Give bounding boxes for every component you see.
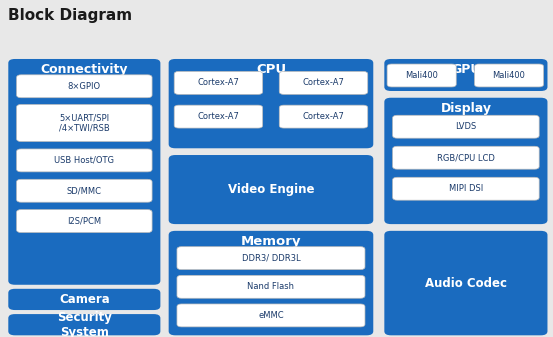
Text: Cortex-A7: Cortex-A7 bbox=[302, 112, 345, 121]
Text: Mali400: Mali400 bbox=[405, 71, 438, 80]
Text: I2S/PCM: I2S/PCM bbox=[67, 217, 101, 225]
FancyBboxPatch shape bbox=[393, 146, 539, 169]
FancyBboxPatch shape bbox=[177, 304, 365, 327]
FancyBboxPatch shape bbox=[384, 231, 547, 335]
FancyBboxPatch shape bbox=[174, 71, 263, 94]
FancyBboxPatch shape bbox=[169, 231, 373, 335]
FancyBboxPatch shape bbox=[17, 75, 152, 98]
Text: Video Engine: Video Engine bbox=[228, 183, 314, 196]
Text: GPU: GPU bbox=[451, 63, 481, 76]
Text: Nand Flash: Nand Flash bbox=[248, 282, 294, 291]
FancyBboxPatch shape bbox=[17, 179, 152, 202]
FancyBboxPatch shape bbox=[387, 64, 456, 87]
Text: SD/MMC: SD/MMC bbox=[67, 186, 102, 195]
Text: RGB/CPU LCD: RGB/CPU LCD bbox=[437, 153, 495, 162]
Text: Display: Display bbox=[440, 102, 492, 115]
Text: Cortex-A7: Cortex-A7 bbox=[302, 79, 345, 87]
Text: Memory: Memory bbox=[241, 235, 301, 248]
Text: Cortex-A7: Cortex-A7 bbox=[197, 79, 239, 87]
Text: Cortex-A7: Cortex-A7 bbox=[197, 112, 239, 121]
Text: Connectivity: Connectivity bbox=[40, 63, 128, 76]
FancyBboxPatch shape bbox=[17, 210, 152, 233]
FancyBboxPatch shape bbox=[279, 71, 368, 94]
FancyBboxPatch shape bbox=[17, 149, 152, 172]
FancyBboxPatch shape bbox=[8, 289, 160, 310]
Text: eMMC: eMMC bbox=[258, 311, 284, 320]
Text: Block Diagram: Block Diagram bbox=[8, 8, 132, 24]
FancyBboxPatch shape bbox=[384, 59, 547, 91]
Text: LVDS: LVDS bbox=[455, 122, 477, 131]
FancyBboxPatch shape bbox=[169, 59, 373, 148]
FancyBboxPatch shape bbox=[17, 104, 152, 142]
FancyBboxPatch shape bbox=[384, 98, 547, 224]
FancyBboxPatch shape bbox=[474, 64, 544, 87]
Text: 5×UART/SPI
/4×TWI/RSB: 5×UART/SPI /4×TWI/RSB bbox=[59, 113, 109, 133]
FancyBboxPatch shape bbox=[177, 247, 365, 270]
FancyBboxPatch shape bbox=[177, 275, 365, 298]
FancyBboxPatch shape bbox=[8, 314, 160, 335]
FancyBboxPatch shape bbox=[393, 177, 539, 200]
Text: USB Host/OTG: USB Host/OTG bbox=[54, 156, 114, 165]
FancyBboxPatch shape bbox=[169, 155, 373, 224]
Text: MIPI DSI: MIPI DSI bbox=[449, 184, 483, 193]
Text: Camera: Camera bbox=[59, 293, 109, 306]
Text: Security
System: Security System bbox=[57, 311, 112, 337]
FancyBboxPatch shape bbox=[393, 115, 539, 138]
FancyBboxPatch shape bbox=[174, 105, 263, 128]
Text: Mali400: Mali400 bbox=[493, 71, 525, 80]
Text: DDR3/ DDR3L: DDR3/ DDR3L bbox=[242, 254, 300, 263]
FancyBboxPatch shape bbox=[8, 59, 160, 285]
Text: Audio Codec: Audio Codec bbox=[425, 277, 507, 289]
Text: CPU: CPU bbox=[256, 63, 286, 76]
FancyBboxPatch shape bbox=[279, 105, 368, 128]
Text: 8×GPIO: 8×GPIO bbox=[68, 82, 101, 91]
